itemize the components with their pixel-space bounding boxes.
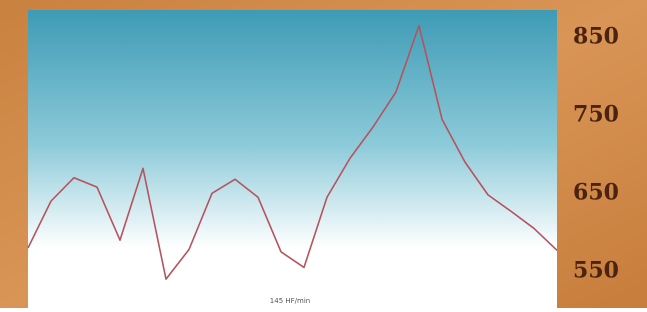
y-tick-label: 550 — [573, 257, 619, 283]
chart: 145 HF/min 550 650 750 850 — [0, 0, 647, 308]
annotation: 145 HF/min — [270, 297, 310, 305]
y-tick-label: 650 — [573, 179, 619, 205]
plot-area — [28, 10, 557, 308]
y-tick-label: 850 — [573, 23, 619, 49]
y-tick-label: 750 — [573, 101, 619, 127]
